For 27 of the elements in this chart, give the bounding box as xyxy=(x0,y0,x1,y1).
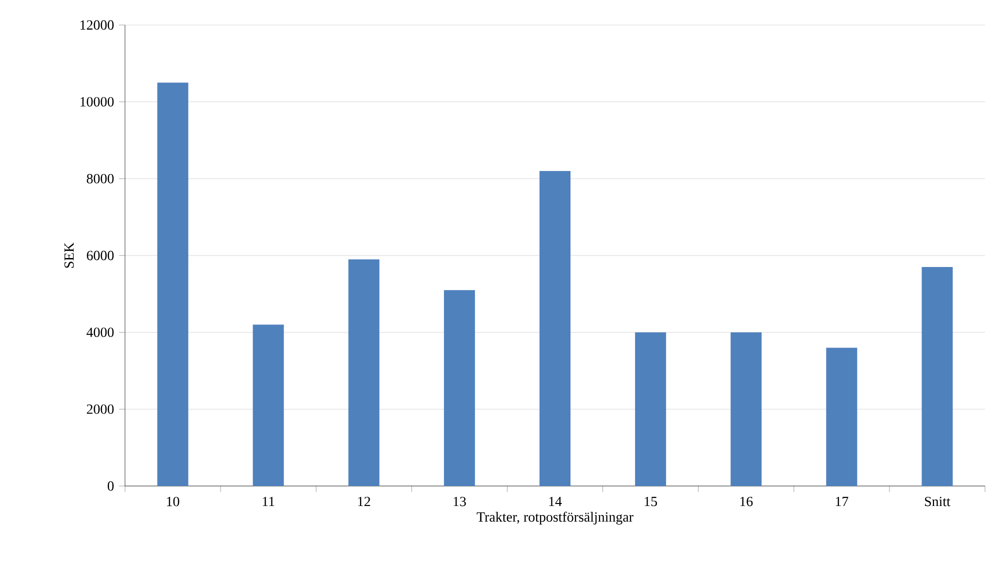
y-axis-title: SEK xyxy=(64,242,74,268)
x-tick-label: 11 xyxy=(262,496,274,506)
x-tick-label: 13 xyxy=(454,496,466,506)
bar xyxy=(540,170,571,486)
y-tick-label: 0 xyxy=(108,481,114,491)
bar xyxy=(826,348,858,486)
x-tick-label: 10 xyxy=(167,496,180,506)
x-tick-label: 17 xyxy=(836,496,848,506)
x-axis-title: Trakter, rotpostförsäljningar xyxy=(476,512,634,525)
y-tick-label: 2000 xyxy=(86,404,114,414)
bar xyxy=(730,332,762,486)
y-tick-label: 8000 xyxy=(86,174,114,184)
bar xyxy=(635,332,666,486)
bar xyxy=(348,259,380,486)
y-tick-label: 4000 xyxy=(86,328,114,338)
x-tick-label: 14 xyxy=(549,496,562,506)
x-tick-label: 12 xyxy=(358,496,370,506)
y-tick-label: 6000 xyxy=(86,250,114,260)
y-tick-label: 10000 xyxy=(80,97,114,107)
bar xyxy=(157,82,188,486)
y-tick-label: 12000 xyxy=(80,20,114,30)
bar xyxy=(252,324,284,486)
x-tick-label: Snitt xyxy=(924,496,950,506)
x-tick-label: 16 xyxy=(740,496,753,506)
bar xyxy=(922,267,953,486)
x-tick-label: 15 xyxy=(644,496,657,506)
bar xyxy=(444,290,475,486)
